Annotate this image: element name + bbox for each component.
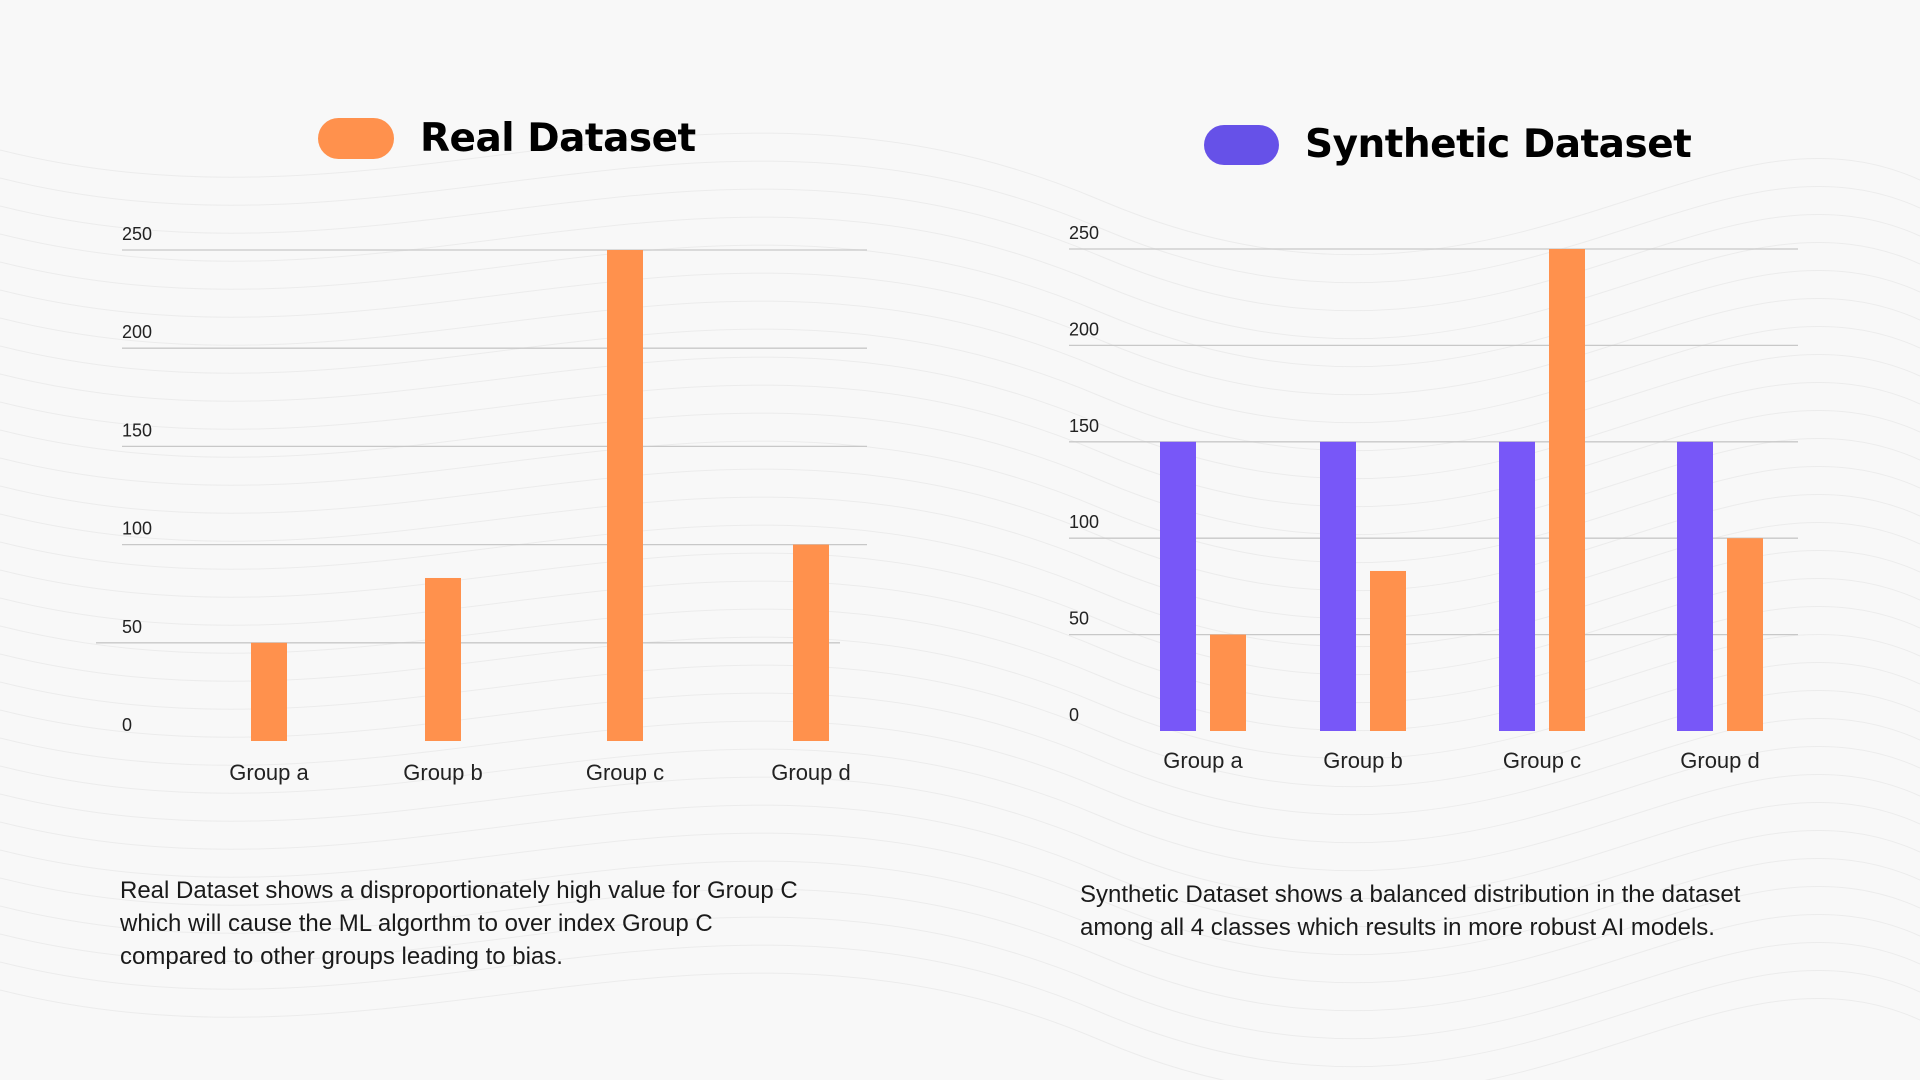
- description-line: among all 4 classes which results in mor…: [1080, 914, 1715, 941]
- y-tick-label: 0: [1069, 705, 1079, 725]
- contour-line: [0, 244, 1920, 368]
- x-tick-label: Group b: [403, 760, 483, 785]
- x-tick-label: Group d: [1680, 748, 1760, 773]
- contour-line: [0, 776, 1920, 900]
- contour-line: [0, 384, 1920, 508]
- bar-group-c: [607, 250, 643, 741]
- bar-group-b: [1370, 570, 1406, 731]
- legend-title-synthetic: Synthetic Dataset: [1305, 122, 1692, 167]
- contour-line: [0, 804, 1920, 928]
- x-tick-label: Group a: [229, 760, 309, 785]
- contour-line: [0, 944, 1920, 1068]
- bar-group-c: [1499, 441, 1535, 731]
- y-tick-label: 250: [1069, 223, 1099, 243]
- y-tick-label: 200: [1069, 319, 1099, 339]
- y-tick-label: 50: [122, 617, 142, 637]
- contour-line: [0, 916, 1920, 1040]
- description-line: compared to other groups leading to bias…: [120, 943, 563, 970]
- contour-line: [0, 272, 1920, 396]
- legend-synthetic: Synthetic Dataset: [1204, 122, 1692, 167]
- y-tick-label: 150: [122, 420, 152, 440]
- contour-line: [0, 356, 1920, 480]
- contour-line: [0, 216, 1920, 340]
- description-line: Synthetic Dataset shows a balanced distr…: [1080, 881, 1741, 908]
- y-tick-label: 100: [122, 519, 152, 539]
- y-tick-label: 200: [122, 322, 152, 342]
- x-tick-label: Group b: [1323, 748, 1403, 773]
- contour-line: [0, 132, 1920, 256]
- contour-line: [0, 692, 1920, 816]
- x-tick-label: Group a: [1163, 748, 1243, 773]
- legend-swatch-synthetic: [1204, 124, 1279, 165]
- legend-title-real: Real Dataset: [420, 116, 696, 161]
- contour-line: [0, 160, 1920, 284]
- bar-group-b: [425, 577, 461, 741]
- y-tick-label: 50: [1069, 609, 1089, 629]
- bar-group-a: [251, 642, 287, 741]
- legend-real: Real Dataset: [318, 116, 696, 161]
- y-tick-label: 250: [122, 224, 152, 244]
- description-real: Real Dataset shows a disproportionately …: [120, 874, 798, 973]
- contour-line: [0, 888, 1920, 1012]
- bar-group-c: [1549, 249, 1585, 731]
- bar-group-d: [1677, 441, 1713, 731]
- bar-group-d: [793, 544, 829, 741]
- bar-group-a: [1210, 634, 1246, 731]
- contour-line: [0, 860, 1920, 984]
- contour-line: [0, 300, 1920, 424]
- contour-line: [0, 328, 1920, 452]
- y-tick-label: 150: [1069, 416, 1099, 436]
- legend-swatch-real: [318, 118, 394, 159]
- bar-group-d: [1727, 538, 1763, 731]
- contour-line: [0, 188, 1920, 312]
- contour-line: [0, 748, 1920, 872]
- contour-line: [0, 832, 1920, 956]
- bar-group-b: [1320, 441, 1356, 731]
- description-line: which will cause the ML algorthm to over…: [120, 910, 713, 937]
- bar-group-a: [1160, 441, 1196, 731]
- y-tick-label: 0: [122, 715, 132, 735]
- description-synthetic: Synthetic Dataset shows a balanced distr…: [1080, 878, 1740, 944]
- x-tick-label: Group c: [1503, 748, 1581, 773]
- contour-line: [0, 720, 1920, 844]
- contour-line: [0, 972, 1920, 1080]
- x-tick-label: Group d: [771, 760, 851, 785]
- x-tick-label: Group c: [586, 760, 664, 785]
- y-tick-label: 100: [1069, 512, 1099, 532]
- description-line: Real Dataset shows a disproportionately …: [120, 877, 798, 904]
